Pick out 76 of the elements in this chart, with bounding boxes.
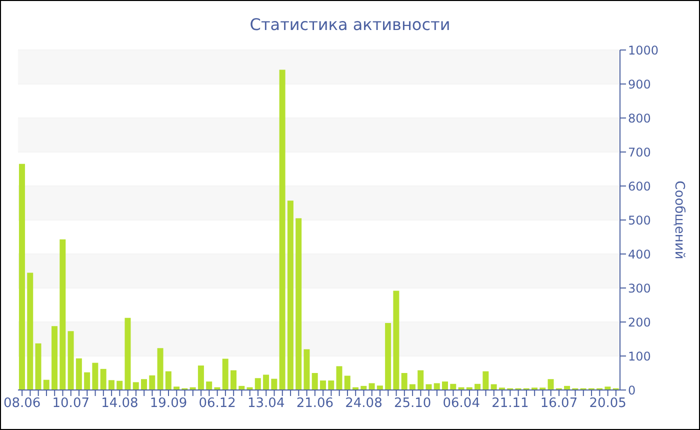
- bar: [27, 272, 34, 390]
- y-tick-label: 500: [628, 213, 651, 228]
- bar: [344, 376, 350, 390]
- y-tick-label: 100: [628, 349, 651, 364]
- x-tick-label: 16.07: [540, 396, 578, 412]
- bar: [450, 384, 456, 390]
- bar: [426, 384, 432, 390]
- x-tick-label: 20.05: [589, 396, 626, 412]
- bar: [418, 370, 424, 390]
- bar: [336, 366, 342, 390]
- x-tick-label: 25.10: [394, 396, 432, 412]
- bar: [132, 382, 139, 390]
- bar: [393, 290, 400, 390]
- bar: [116, 380, 123, 390]
- y-tick-label: 0: [628, 383, 636, 398]
- y-tick-label: 700: [628, 145, 651, 160]
- bar: [141, 379, 148, 390]
- bar: [206, 382, 212, 390]
- y-axis-title: Сообщений: [671, 180, 686, 260]
- x-tick-label: 06.04: [442, 396, 480, 412]
- bar: [482, 371, 489, 390]
- bar: [490, 384, 497, 390]
- bar: [35, 343, 42, 390]
- bar: [52, 326, 58, 390]
- bar: [304, 349, 310, 390]
- y-tick-label: 400: [628, 247, 651, 262]
- bar: [442, 382, 448, 390]
- bar: [279, 70, 286, 390]
- x-tick-label: 24.08: [345, 396, 382, 412]
- bar: [385, 323, 392, 390]
- x-tick-label: 08.06: [3, 396, 41, 412]
- bar: [68, 331, 74, 390]
- bar: [84, 372, 90, 390]
- bar: [60, 239, 66, 390]
- bar: [328, 380, 334, 390]
- bar: [124, 318, 131, 390]
- bar: [320, 380, 326, 390]
- x-tick-label: 19.09: [150, 396, 188, 412]
- bar: [434, 383, 440, 390]
- bar: [548, 379, 554, 390]
- bar: [296, 218, 302, 390]
- chart-title: Статистика активности: [248, 15, 452, 34]
- bar: [230, 370, 236, 390]
- bar: [376, 386, 383, 390]
- bar: [43, 380, 50, 390]
- bar: [108, 380, 114, 390]
- bar: [92, 362, 98, 390]
- y-tick-label: 1000: [628, 43, 659, 58]
- y-tick-label: 800: [628, 111, 651, 126]
- bar: [312, 373, 318, 390]
- bar: [222, 358, 228, 390]
- bar: [18, 164, 25, 390]
- bar: [409, 384, 416, 390]
- y-tick-label: 600: [628, 179, 651, 194]
- x-tick-label: 21.11: [492, 396, 529, 412]
- x-tick-label: 14.08: [101, 396, 138, 412]
- x-tick-label: 06.12: [198, 396, 236, 412]
- bar: [157, 348, 164, 390]
- bar: [263, 374, 270, 390]
- bar: [76, 358, 82, 390]
- bar: [100, 368, 106, 390]
- bar: [254, 378, 261, 390]
- x-tick-label: 21.06: [296, 396, 334, 412]
- bar: [198, 366, 204, 390]
- bar: [287, 200, 294, 390]
- bar: [271, 378, 278, 390]
- y-tick-label: 300: [628, 281, 651, 296]
- bar: [401, 373, 408, 390]
- x-tick-label: 10.07: [52, 396, 90, 412]
- y-tick-label: 900: [628, 77, 651, 92]
- bar: [368, 383, 375, 390]
- bar: [165, 371, 172, 390]
- x-tick-label: 13.04: [248, 396, 285, 412]
- y-tick-label: 200: [628, 315, 651, 330]
- bar: [474, 384, 481, 390]
- bar: [149, 375, 156, 390]
